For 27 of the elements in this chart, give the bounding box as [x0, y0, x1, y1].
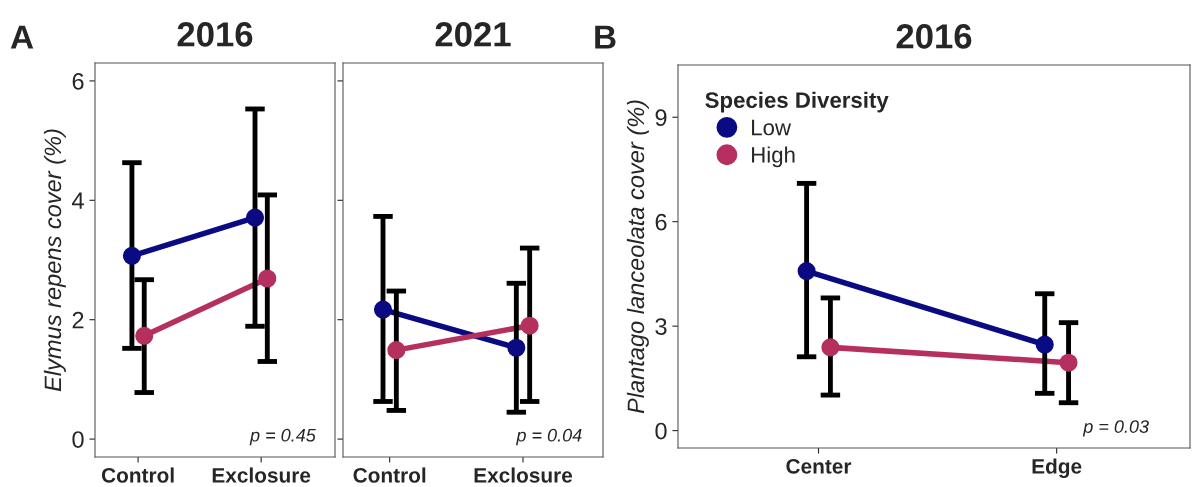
chart-title: 2016: [896, 24, 972, 49]
y-tick-label: 2: [72, 311, 84, 329]
y-tick-label: 6: [655, 213, 667, 231]
legend-label: Low: [752, 119, 792, 136]
y-axis-title: Plantago lanceolata cover (%): [626, 100, 649, 414]
annotation: p = 0.03: [1082, 420, 1149, 437]
x-tick-label: Control: [353, 467, 426, 483]
x-tick-label: Control: [101, 467, 174, 483]
legend-label: High: [752, 146, 795, 168]
y-tick-label: 0: [655, 422, 667, 440]
x-tick-label: Exclosure: [212, 467, 311, 483]
y-tick-label: 4: [72, 192, 84, 209]
y-tick-label: 0: [72, 431, 84, 448]
legend-title: Species Diversity: [705, 91, 889, 113]
y-tick-label: 6: [72, 72, 84, 90]
x-tick-label: Exclosure: [474, 467, 573, 483]
chart-title: 2016: [177, 22, 253, 47]
y-tick-label: 9: [655, 109, 667, 127]
chart-title: 2021: [435, 22, 511, 47]
annotation: p = 0.04: [516, 428, 582, 446]
x-tick-label: Edge: [1032, 458, 1082, 478]
y-tick-label: 3: [655, 318, 667, 335]
y-axis-title: Elymus repens cover (%): [43, 129, 66, 392]
x-tick-label: Center: [786, 458, 852, 474]
text: B: [595, 25, 616, 49]
annotation: p = 0.45: [249, 428, 316, 446]
text: A: [10, 25, 34, 49]
